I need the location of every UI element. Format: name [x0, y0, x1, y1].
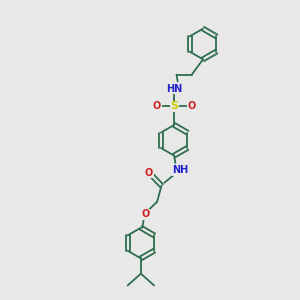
Text: O: O	[145, 168, 153, 178]
Text: O: O	[187, 101, 195, 111]
Text: S: S	[170, 101, 178, 111]
Text: O: O	[141, 209, 149, 219]
Text: O: O	[153, 101, 161, 111]
Text: HN: HN	[166, 84, 182, 94]
Text: NH: NH	[172, 165, 189, 175]
